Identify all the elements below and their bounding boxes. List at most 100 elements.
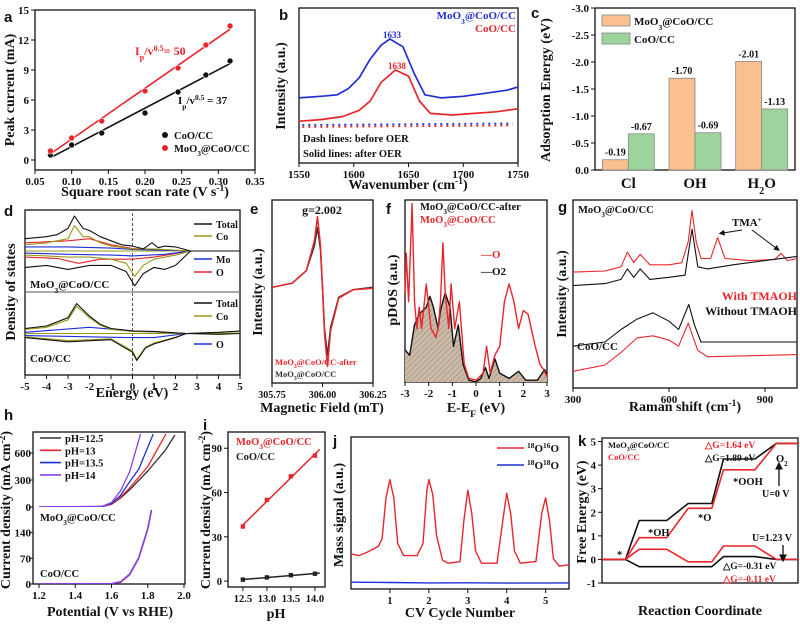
arrow <box>718 229 743 236</box>
x-tick-label: 3 <box>465 596 470 607</box>
x-tick-label: -3 <box>63 381 73 393</box>
panel-letter: b <box>279 7 288 24</box>
data-point <box>98 117 106 125</box>
dos-spin-up <box>24 215 240 252</box>
x-tick-label: 0.10 <box>62 176 82 188</box>
annotation: MoO3@CoO/CC <box>275 369 336 382</box>
dos-spin-up <box>24 225 240 252</box>
x-tick-label: 1.4 <box>68 590 82 602</box>
x-tick-label: 1 <box>387 596 392 607</box>
dos-spin-down <box>24 332 241 362</box>
x-axis-label: Energy (eV) <box>96 386 169 401</box>
data-point <box>240 577 246 582</box>
x-tick-label: 600 <box>661 394 678 406</box>
x-tick-label: 0.15 <box>99 176 119 188</box>
o2-pdos-line <box>404 292 548 383</box>
lsv-curve <box>38 433 167 507</box>
x-tick-label: -1 <box>106 381 115 393</box>
x-tick-label: 3 <box>544 388 550 400</box>
curves <box>38 509 153 584</box>
annotation: Dash lines: before OER <box>303 134 409 145</box>
legend-label: CoO/CC <box>236 452 275 463</box>
raman-spectrum <box>572 322 798 372</box>
bar <box>761 108 789 171</box>
x-tick-label: 1.6 <box>105 590 119 602</box>
x-tick-label: 5 <box>237 381 243 393</box>
free-energy-path <box>602 442 798 561</box>
raman-spectrum <box>572 228 798 287</box>
x-tick-label: 0.30 <box>209 176 229 188</box>
legend-label: Total <box>216 299 238 310</box>
free-energy-path <box>602 545 798 563</box>
legend-label: 18O16O <box>527 441 560 456</box>
legend-label: CoO/CC <box>634 34 675 46</box>
x-axis-label: pH <box>267 607 286 622</box>
legend-marker <box>162 145 168 151</box>
y-tick-label: 70 <box>20 553 32 565</box>
legend-label: pH=14 <box>65 471 96 482</box>
plot-frame <box>227 431 326 588</box>
x-tick-label: 1.8 <box>141 590 155 602</box>
x-tick-label: -3 <box>400 388 410 400</box>
solid-line-after-oer <box>298 69 519 123</box>
data-point <box>240 524 246 529</box>
y-tick-label: 4 <box>591 460 597 472</box>
legend-label: MoO3@CoO/CC <box>174 144 250 158</box>
annotation: U=0 V <box>762 489 790 500</box>
panel-letter: h <box>4 407 13 424</box>
annotation: —O2 <box>480 266 507 278</box>
y-tick-label: -2.0 <box>572 57 590 69</box>
annotation: With TMAOH <box>722 289 798 303</box>
annotation: MoO3@CoO/CC-after <box>275 357 357 370</box>
y-tick-label: 12 <box>18 35 30 47</box>
panel-letter: c <box>531 5 539 22</box>
bar <box>668 77 696 171</box>
legend-swatch <box>601 14 631 27</box>
annotation: 1633 <box>383 30 402 40</box>
y-tick-label: -1.5 <box>572 84 590 96</box>
legend-label: O <box>216 340 224 351</box>
annotation: 1638 <box>388 61 407 71</box>
x-tick-label: 13.5 <box>282 594 300 605</box>
y-axis-label: Adsorption Energy (eV) <box>539 18 554 162</box>
data-point <box>288 572 294 578</box>
x-tick-label: 3 <box>194 381 200 393</box>
x-tick-label: 1.2 <box>32 590 46 602</box>
bar <box>694 132 722 171</box>
y-axis-label: Current density (mA cm-2) <box>198 431 214 590</box>
x-tick-label: -1 <box>448 388 457 400</box>
step-label: O2 <box>776 454 788 468</box>
legend-label: Mo <box>216 255 230 266</box>
arrow <box>751 229 780 251</box>
y-tick-label: 600 <box>15 448 32 460</box>
y-tick-label: 90 <box>212 444 223 455</box>
annotation: g=2.002 <box>302 203 342 217</box>
bar <box>735 61 763 171</box>
mass-signal-curve <box>350 581 570 584</box>
epr-curve <box>271 215 374 368</box>
x-tick-label: 1650 <box>398 169 421 181</box>
bar-value-label: -0.67 <box>631 122 652 133</box>
y-tick-label: 6 <box>24 95 30 107</box>
y-axis-label: Intensity (a.u.) <box>274 42 289 130</box>
panel-letter: d <box>4 203 13 220</box>
data-point <box>202 71 210 79</box>
x-axis-label: Potential (V vs RHE) <box>47 605 173 620</box>
y-axis-label: pDOS (a.u.) <box>386 254 401 326</box>
annotation: Ip/v0.5 = 37 <box>178 93 228 111</box>
x-axis-label: Reaction Coordinate <box>638 604 762 619</box>
y-tick-label: 0 <box>591 554 597 566</box>
legend-label: pH=13 <box>65 446 96 457</box>
legend-label: Total <box>216 220 238 231</box>
x-tick-label: 1 <box>151 381 157 393</box>
annotation: △G=1.89 eV <box>704 454 755 464</box>
curves <box>38 433 176 507</box>
lsv-curve <box>38 510 153 584</box>
y-axis-label: Free Energy (eV) <box>575 460 590 563</box>
x-tick-label: 2.0 <box>177 590 191 602</box>
x-tick-label: 0.35 <box>245 176 265 188</box>
x-tick-label: -4 <box>42 381 52 393</box>
panel-letter: k <box>578 433 587 450</box>
y-tick-label: 0 <box>217 577 222 588</box>
dashed-line-before-oer <box>302 122 513 126</box>
